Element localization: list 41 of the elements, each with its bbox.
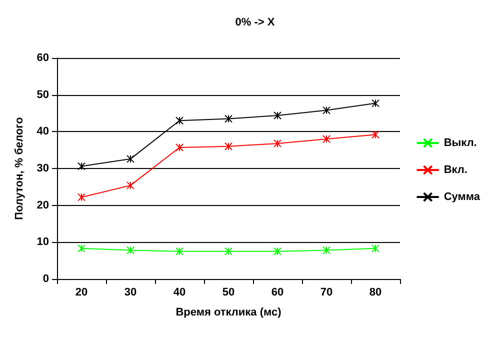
- point: [274, 139, 282, 148]
- x-tick-label: 80: [369, 286, 382, 298]
- point: [176, 144, 184, 152]
- y-tick-label: 40: [36, 126, 49, 138]
- x-tick-label: 70: [320, 286, 333, 298]
- point: [126, 154, 134, 163]
- point: [224, 114, 232, 123]
- point: [176, 247, 184, 256]
- legend-label: Вкл.: [444, 164, 468, 176]
- point: [274, 247, 282, 256]
- point: [322, 106, 330, 114]
- y-tick-label: 0: [42, 273, 49, 285]
- y-tick-label: 10: [36, 236, 49, 248]
- legend-label: Сумма: [444, 191, 481, 203]
- x-tick-label: 50: [222, 286, 235, 298]
- x-tick-label: 40: [173, 286, 186, 298]
- x-tick-label: 30: [124, 286, 137, 298]
- point: [224, 142, 232, 150]
- y-axis-title: Полутон, % белого: [14, 116, 26, 220]
- legend-label: Выкл.: [444, 137, 477, 149]
- point: [126, 181, 134, 190]
- point: [322, 135, 330, 144]
- point: [372, 130, 380, 139]
- point: [176, 116, 184, 125]
- point: [78, 244, 86, 252]
- point: [274, 111, 282, 120]
- x-tick-label: 60: [271, 286, 284, 298]
- point: [372, 99, 380, 108]
- y-tick-label: 20: [36, 199, 49, 212]
- point: [372, 244, 380, 252]
- x-tick-label: 20: [75, 286, 88, 298]
- point: [78, 193, 86, 202]
- x-axis-title: Время отклика (мс): [176, 306, 282, 318]
- y-tick-label: 30: [36, 162, 49, 174]
- point: [322, 246, 330, 254]
- point: [224, 247, 232, 256]
- point: [78, 162, 86, 170]
- chart-title: 0% -> X: [235, 16, 276, 28]
- y-tick-label: 50: [36, 88, 49, 101]
- y-tick-label: 60: [36, 52, 49, 64]
- point: [126, 246, 134, 254]
